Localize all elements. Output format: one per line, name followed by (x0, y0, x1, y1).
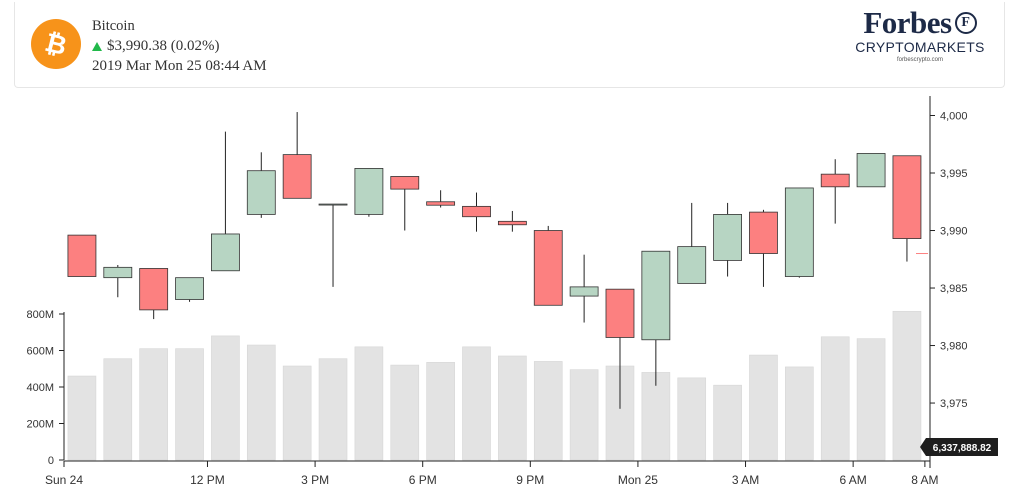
candle-body (713, 214, 742, 261)
candle-body (67, 234, 97, 277)
volume-value-badge: 6,337,888.82 (920, 438, 998, 456)
candle-body (820, 173, 850, 188)
candle-body (462, 205, 491, 218)
candles (67, 112, 928, 409)
volume-bar (569, 369, 599, 461)
candle-body (892, 155, 922, 239)
volume-badge-bg (920, 438, 998, 456)
volume-bar (498, 355, 527, 461)
volume-tick-label: 400M (26, 382, 54, 394)
price-tick-label: 3,985 (940, 283, 968, 295)
volume-tick-label: 600M (26, 346, 54, 358)
volume-bar (211, 335, 240, 461)
volume-bar (175, 348, 204, 461)
time-tick-label: 9 PM (516, 473, 544, 487)
brand-name: Forbes (863, 5, 952, 40)
timestamp: 2019 Mar Mon 25 08:44 AM (92, 58, 267, 74)
volume-bar (462, 346, 491, 461)
coin-info: Bitcoin $3,990.38 (0.02%) 2019 Mar Mon 2… (92, 16, 267, 76)
candle-body (246, 170, 276, 215)
candle-body (175, 277, 204, 300)
volume-bar (139, 348, 168, 461)
volume-bar (533, 361, 563, 461)
candle-body (533, 230, 563, 306)
forbes-cryptomarkets-logo[interactable]: Forbes F CRYPTOMARKETS forbescrypto.com (850, 6, 990, 76)
brand-url: forbescrypto.com (896, 57, 944, 63)
candle-body (497, 220, 527, 226)
volume-bar (785, 366, 814, 461)
brand-top: Forbes F (850, 6, 990, 40)
time-tick-label: Mon 25 (618, 473, 658, 487)
forbes-f-badge-icon: F (954, 12, 977, 34)
candle-body (569, 286, 599, 297)
candle-body (282, 154, 312, 199)
price-tick-label: 3,975 (940, 398, 968, 410)
volume-bar (67, 375, 97, 461)
price-change: $3,990.38 (0.02%) (107, 38, 220, 54)
candle-body (354, 168, 384, 215)
candle-body (784, 187, 814, 277)
time-tick-label: 6 AM (839, 473, 866, 487)
volume-bar (354, 346, 384, 461)
volume-bar (282, 365, 312, 461)
volume-bar (103, 358, 133, 461)
volume-bar (318, 358, 348, 461)
price-tick-label: 3,980 (940, 341, 968, 353)
price-tick-label: 4,000 (940, 111, 968, 123)
volume-bar (713, 384, 742, 461)
volume-bar (856, 338, 886, 461)
volume-bar (820, 336, 850, 461)
candle-body (856, 153, 886, 188)
candle-body (426, 201, 456, 206)
axes: 4,000 3,995 3,990 3,985 3,980 3,975 800M 600M 40… (26, 96, 968, 487)
candle-body (749, 211, 778, 254)
candle-body (318, 203, 348, 206)
candle-body (211, 233, 240, 272)
volume-bar (677, 377, 707, 461)
time-tick-label: Sun 24 (45, 473, 83, 487)
volume-tick-label: 800M (26, 309, 54, 321)
coin-name: Bitcoin (92, 18, 135, 34)
price-change-row: $3,990.38 (0.02%) (92, 36, 267, 56)
candle-body (605, 288, 635, 338)
volume-tick-label: 0 (48, 455, 54, 467)
volume-bar (390, 364, 420, 461)
candle-body (641, 250, 671, 341)
price-tick-label: 3,995 (940, 168, 968, 180)
volume-badge-label: 6,337,888.82 (933, 443, 992, 454)
ticker-header: ₿ Bitcoin $3,990.38 (0.02%) 2019 Mar Mon… (14, 2, 1005, 88)
volume-bar (892, 310, 922, 461)
time-tick-label: 3 AM (732, 473, 759, 487)
candle-body (139, 268, 169, 311)
price-tick-label: 3,990 (940, 226, 968, 238)
time-tick-label: 8 AM (911, 473, 938, 487)
bitcoin-symbol: ₿ (42, 28, 70, 62)
volume-bar (426, 362, 455, 461)
bitcoin-logo-icon: ₿ (31, 19, 81, 69)
volume-tick-label: 200M (26, 419, 54, 431)
time-tick-label: 12 PM (190, 473, 225, 487)
volume-bar (641, 372, 671, 461)
candle-body (677, 246, 707, 284)
time-tick-label: 3 PM (301, 473, 329, 487)
time-tick-label: 6 PM (409, 473, 437, 487)
volume-bars (67, 310, 922, 461)
candle-body (390, 176, 420, 190)
up-arrow-icon (92, 41, 102, 51)
brand-subtitle: CRYPTOMARKETS (855, 39, 985, 55)
volume-bar (749, 354, 778, 461)
volume-bar (246, 344, 276, 461)
candle-body (103, 266, 133, 279)
